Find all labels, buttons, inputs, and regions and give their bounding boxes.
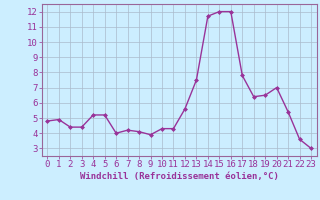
- X-axis label: Windchill (Refroidissement éolien,°C): Windchill (Refroidissement éolien,°C): [80, 172, 279, 181]
